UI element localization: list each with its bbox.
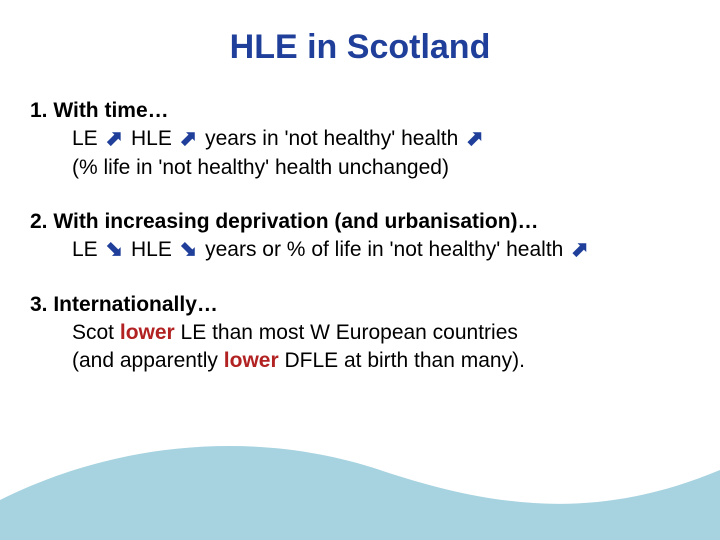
item-1-line-2: (% life in 'not healthy' health unchange… <box>30 154 690 182</box>
slide: HLE in Scotland 1. With time…LE ⬈ HLE ⬈ … <box>0 0 720 540</box>
keyword: lower <box>224 349 279 372</box>
wave-path <box>0 446 720 540</box>
up-arrow-icon: ⬈ <box>104 125 126 153</box>
slide-title: HLE in Scotland <box>30 28 690 67</box>
up-arrow-icon: ⬈ <box>569 236 591 264</box>
down-arrow-icon: ⬊ <box>104 236 126 264</box>
item-1-line-1: LE ⬈ HLE ⬈ years in 'not healthy' health… <box>30 125 690 153</box>
item-2-line-1: LE ⬊ HLE ⬊ years or % of life in 'not he… <box>30 236 690 264</box>
up-arrow-icon: ⬈ <box>178 125 200 153</box>
slide-body: 1. With time…LE ⬈ HLE ⬈ years in 'not he… <box>30 97 690 376</box>
keyword: lower <box>120 321 175 344</box>
item-2: 2. With increasing deprivation (and urba… <box>30 208 690 265</box>
up-arrow-icon: ⬈ <box>464 125 486 153</box>
wave-decoration <box>0 400 720 540</box>
item-3-line-2: (and apparently lower DFLE at birth than… <box>30 347 690 375</box>
item-1: 1. With time…LE ⬈ HLE ⬈ years in 'not he… <box>30 97 690 182</box>
item-2-heading: 2. With increasing deprivation (and urba… <box>30 208 690 236</box>
item-3-line-1: Scot lower LE than most W European count… <box>30 319 690 347</box>
down-arrow-icon: ⬊ <box>178 236 200 264</box>
item-3: 3. Internationally…Scot lower LE than mo… <box>30 291 690 376</box>
item-1-heading: 1. With time… <box>30 97 690 125</box>
item-3-heading: 3. Internationally… <box>30 291 690 319</box>
